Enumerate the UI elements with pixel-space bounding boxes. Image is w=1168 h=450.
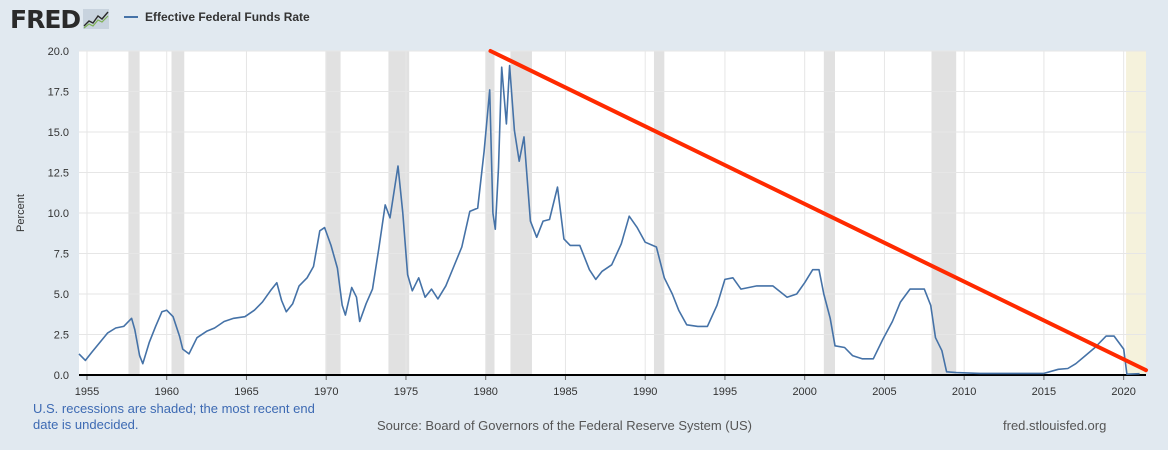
x-tick-label: 2005	[872, 386, 896, 398]
legend-series-swatch	[124, 16, 138, 18]
x-tick-label: 1975	[394, 386, 418, 398]
y-tick-label: 10.0	[48, 208, 69, 220]
y-tick-label: 15.0	[48, 127, 69, 139]
y-axis-label: Percent	[15, 194, 27, 232]
y-tick-label: 20.0	[48, 46, 69, 58]
x-tick-label: 1990	[633, 386, 657, 398]
x-tick-label: 2015	[1032, 386, 1056, 398]
recession-note: U.S. recessions are shaded; the most rec…	[33, 401, 315, 432]
x-tick-label: 1955	[75, 386, 99, 398]
y-tick-label: 7.5	[54, 249, 69, 261]
x-tick-label: 1960	[154, 386, 178, 398]
x-tick-label: 2000	[792, 386, 816, 398]
x-tick-label: 1980	[473, 386, 497, 398]
x-tick-label: 1970	[314, 386, 338, 398]
y-tick-label: 2.5	[54, 330, 69, 342]
x-tick-label: 2010	[952, 386, 976, 398]
x-tick-label: 1995	[713, 386, 737, 398]
site-link[interactable]: fred.stlouisfed.org	[1003, 418, 1107, 433]
fred-chart-icon	[83, 9, 110, 29]
series-line	[78, 64, 1140, 375]
y-tick-label: 0.0	[54, 370, 69, 382]
legend[interactable]: Effective Federal Funds Rate	[124, 10, 310, 24]
y-tick-label: 17.5	[48, 87, 69, 99]
source-note: Source: Board of Governors of the Federa…	[377, 418, 752, 433]
red-trend-line	[488, 49, 1148, 373]
fred-logo[interactable]: FRED	[10, 4, 110, 34]
y-tick-label: 12.5	[48, 168, 69, 180]
x-tick-label: 1965	[234, 386, 258, 398]
x-tick-label: 1985	[553, 386, 577, 398]
x-tick-label: 2020	[1111, 386, 1135, 398]
y-tick-label: 5.0	[54, 289, 69, 301]
legend-series-label: Effective Federal Funds Rate	[145, 10, 310, 24]
fred-logo-text: FRED	[10, 4, 81, 34]
